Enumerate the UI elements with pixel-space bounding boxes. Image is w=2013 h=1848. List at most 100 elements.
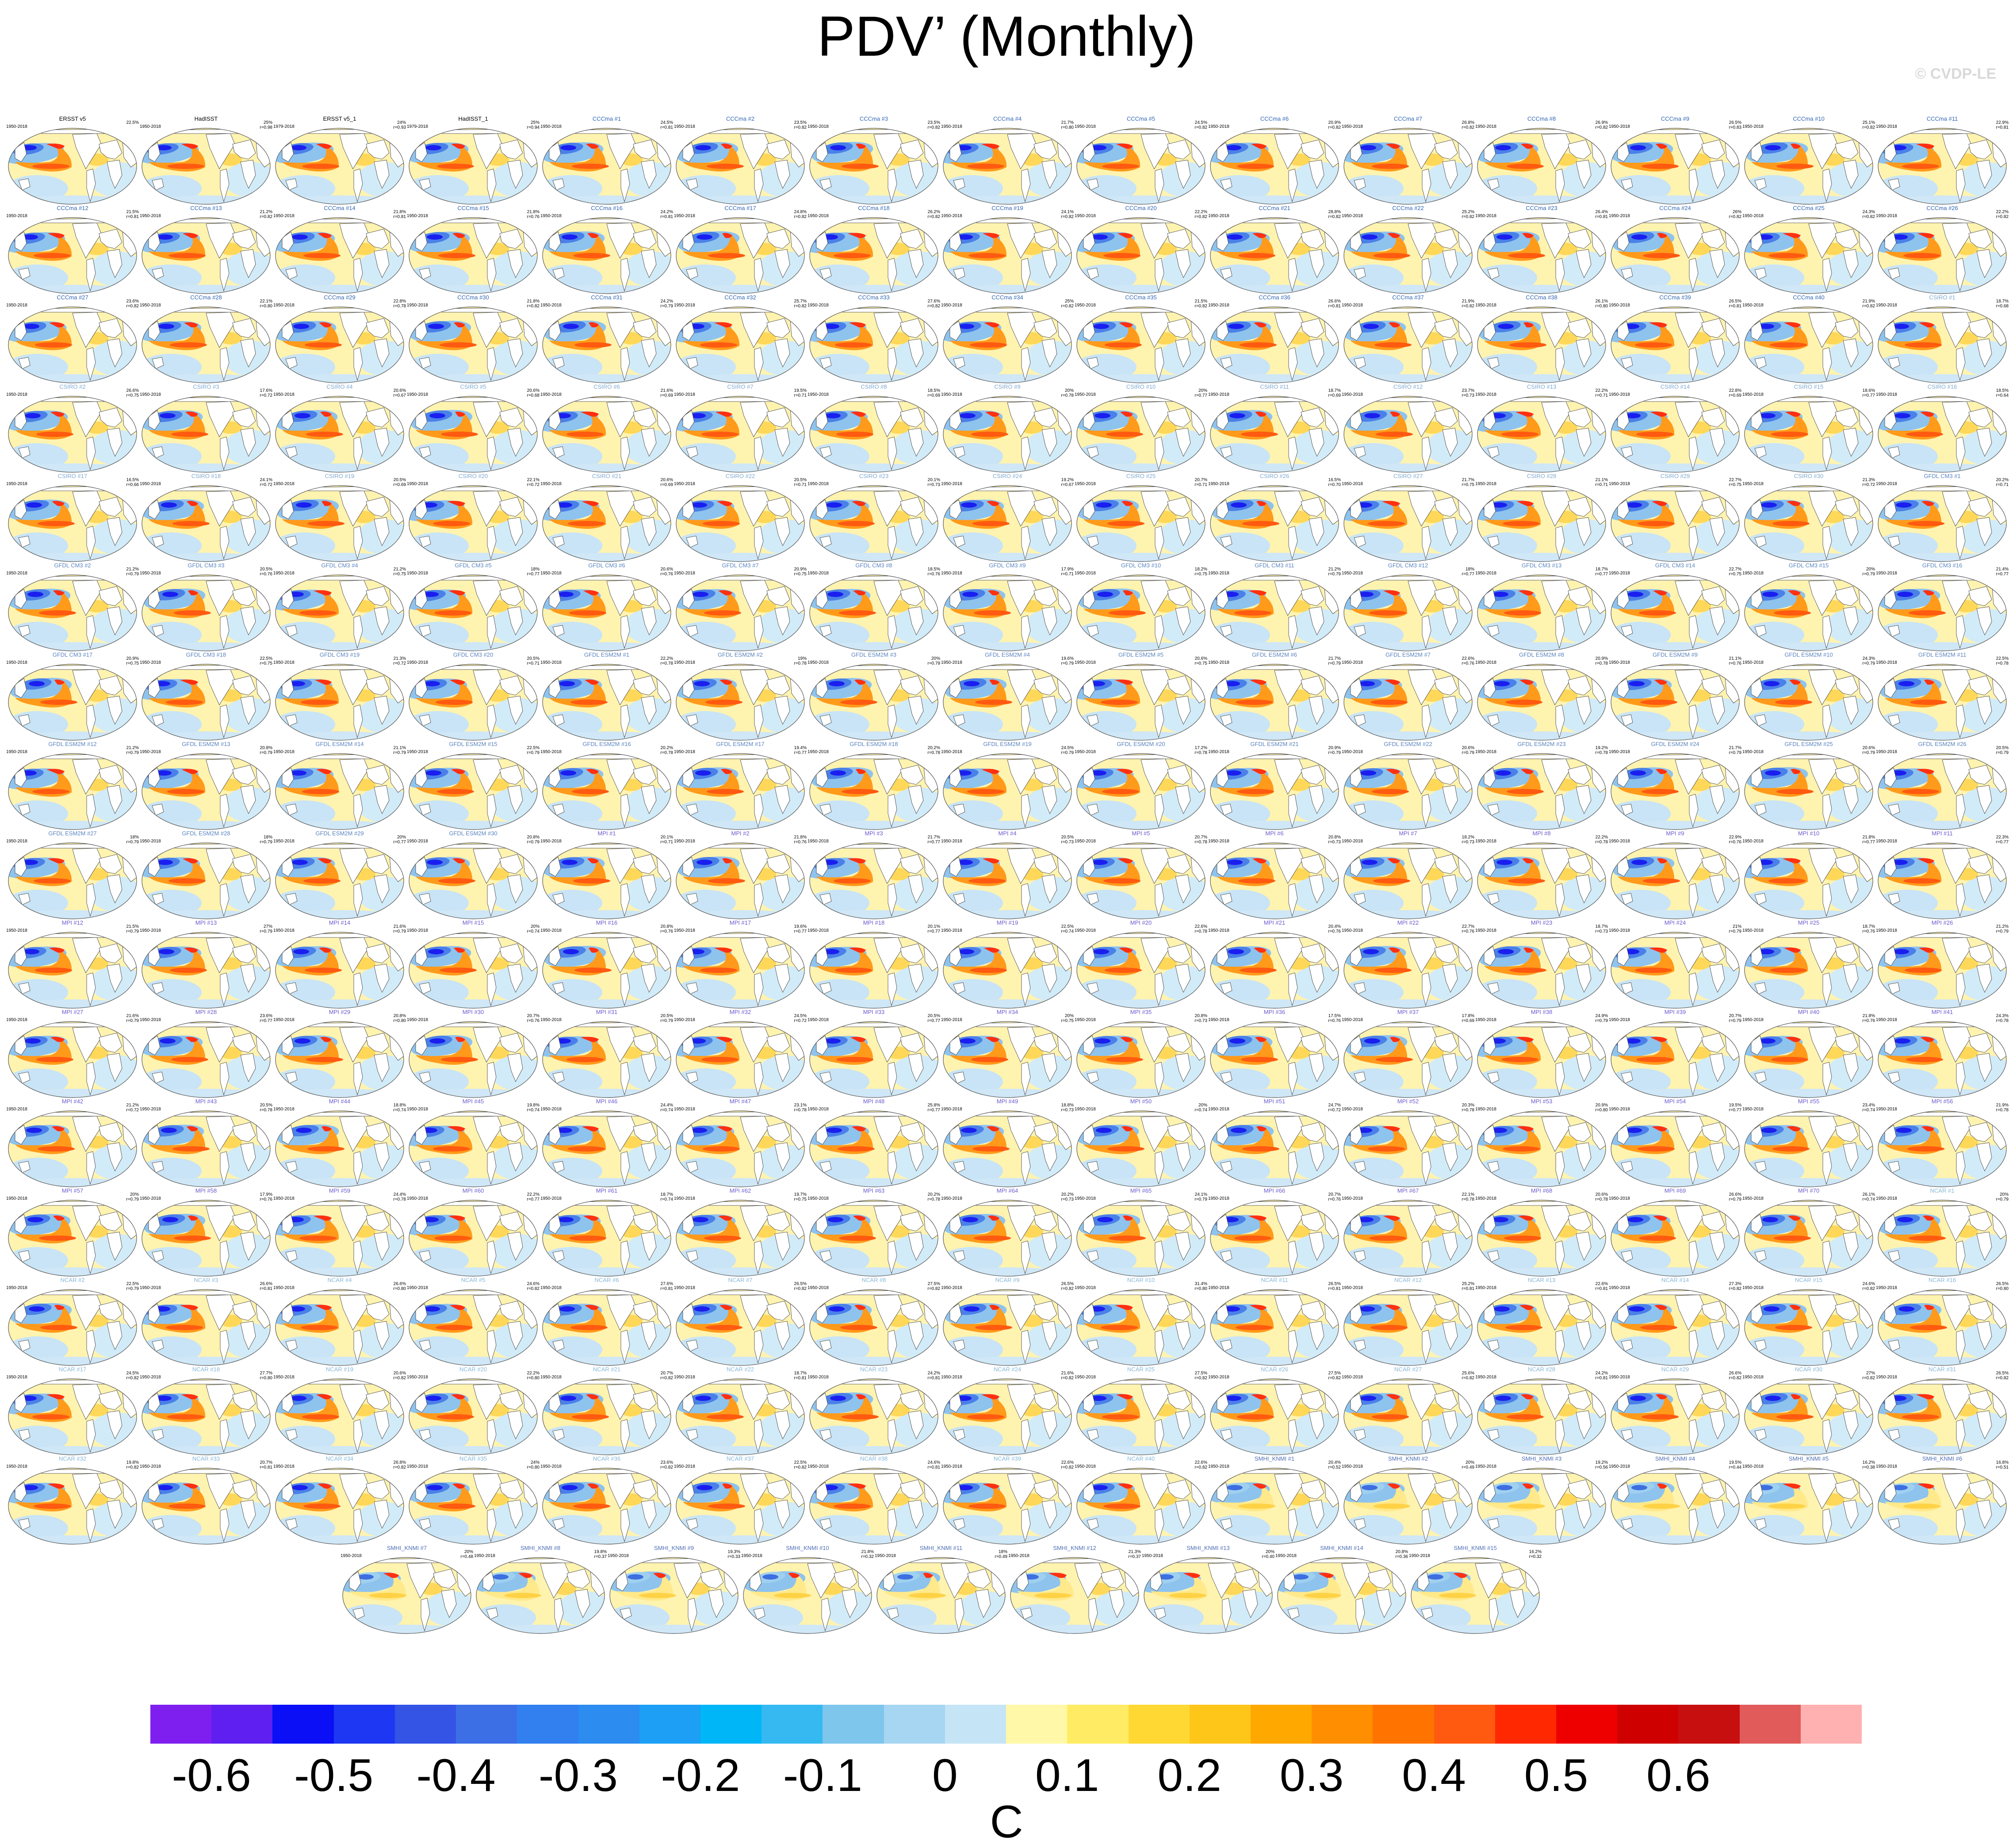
map-panel: NCAR #25 1950-2018 27.5% r=0.82 (1075, 1366, 1207, 1458)
sst-pattern-map (809, 128, 938, 205)
panel-title: CCCma #18 (858, 205, 890, 211)
colorbar-box (150, 1705, 212, 1744)
panel-years: 1950-2018 (807, 660, 829, 665)
sst-pattern-map (1744, 842, 1873, 919)
map-panel: CCCma #35 1950-2018 21.5% r=0.82 (1075, 295, 1207, 386)
panel-pattern-corr: r=0.81 (1328, 1286, 1341, 1291)
panel-pattern-corr: r=0.78 (1595, 750, 1608, 755)
map-panel: CCCma #18 1950-2018 26.2% r=0.82 (807, 205, 940, 296)
map-panel: GFDL CM3 #5 1950-2018 18% r=0.77 (407, 562, 540, 654)
panel-variance-pct: 18.5% (927, 388, 940, 393)
panel-variance-pct: 20.8% (260, 746, 272, 750)
panel-pattern-corr: r=0.82 (927, 1286, 940, 1291)
panel-variance-pct: 22.9% (1996, 120, 2009, 125)
panel-title: CCCma #31 (591, 294, 623, 301)
sst-pattern-map (1477, 842, 1606, 919)
panel-years: 1950-2018 (273, 214, 295, 218)
panel-stats: 20.8% r=0.73 (1328, 835, 1341, 845)
map-panel: CCCma #25 1950-2018 24.3% r=0.82 (1742, 205, 1875, 296)
panel-title: NCAR #38 (860, 1455, 888, 1462)
map-panel: GFDL ESM2M #4 1950-2018 19.6% r=0.79 (941, 652, 1074, 743)
panel-pattern-corr: r=0.79 (527, 750, 540, 755)
panel-stats: 22.2% r=0.82 (1996, 210, 2009, 219)
panel-variance-pct: 19.2% (1061, 478, 1074, 482)
panel-title: GFDL ESM2M #23 (1517, 741, 1566, 747)
panel-title: CCCma #15 (457, 205, 489, 211)
panel-stats: 23.6% r=0.77 (260, 1014, 272, 1023)
panel-years: 1950-2018 (273, 928, 295, 933)
panel-variance-pct: 20% (1465, 1460, 1474, 1465)
panel-years: 1950-2018 (407, 660, 428, 665)
panel-years: 1950-2018 (140, 571, 161, 576)
panel-title: MPI #57 (61, 1187, 84, 1194)
sst-pattern-map (1611, 842, 1740, 919)
map-panel: MPI #64 1950-2018 20.2% r=0.73 (941, 1188, 1074, 1279)
panel-pattern-corr: r=0.79 (126, 840, 139, 845)
panel-title: GFDL CM3 #8 (855, 562, 892, 569)
map-panel: GFDL CM3 #12 1950-2018 18% r=0.77 (1342, 562, 1474, 654)
map-panel: SMHI_KNMI #9 1950-2018 19.3% r=0.33 (608, 1545, 740, 1636)
sst-pattern-map (275, 306, 404, 383)
sst-pattern-map (1477, 1378, 1606, 1455)
panel-variance-pct: 20.4% (1328, 1460, 1341, 1465)
panel-variance-pct: 20.5% (660, 1014, 673, 1018)
panel-years: 1950-2018 (941, 482, 962, 486)
panel-stats: 20% r=0.74 (527, 924, 540, 934)
panel-title: CSIRO #29 (1660, 473, 1690, 479)
panel-pattern-corr: r=0.67 (393, 393, 406, 398)
panel-years: 1950-2018 (1742, 1286, 1764, 1290)
panel-stats: 27% r=0.79 (260, 924, 272, 934)
panel-years: 1950-2018 (1475, 214, 1496, 218)
panel-stats: 20% r=0.75 (1061, 1014, 1074, 1023)
panel-stats: 24.1% r=0.79 (1194, 1192, 1207, 1202)
sst-pattern-map (1744, 306, 1873, 383)
panel-pattern-corr: r=0.69 (660, 482, 673, 487)
panel-years: 1950-2018 (941, 214, 962, 218)
panel-title: CSIRO #23 (859, 473, 889, 479)
panel-stats: 23.4% r=0.74 (1862, 1103, 1875, 1113)
map-panel: NCAR #30 1950-2018 27% r=0.82 (1742, 1366, 1875, 1458)
sst-pattern-map (8, 753, 137, 830)
panel-pattern-corr: r=0.81 (794, 1376, 807, 1381)
sst-pattern-map (809, 306, 938, 383)
sst-pattern-map (1343, 485, 1473, 562)
panel-variance-pct: 21.7% (1061, 120, 1074, 125)
map-panel: CCCma #37 1950-2018 21.9% r=0.82 (1342, 295, 1474, 386)
panel-pattern-corr: r=0.81 (393, 214, 406, 219)
panel-variance-pct: 22.7% (1729, 478, 1741, 482)
map-panel: SMHI_KNMI #14 1950-2018 20.8% r=0.36 (1275, 1545, 1408, 1636)
sst-pattern-map (943, 753, 1072, 830)
panel-pattern-corr: r=0.75 (1729, 572, 1741, 577)
panel-pattern-corr: r=0.82 (1462, 304, 1474, 309)
panel-years: 1950-2018 (1742, 928, 1764, 933)
panel-pattern-corr: r=0.73 (1061, 1197, 1074, 1202)
panel-stats: 20.8% r=0.79 (527, 835, 540, 845)
map-panel: MPI #63 1950-2018 20.2% r=0.78 (807, 1188, 940, 1279)
panel-variance-pct: 24.5% (126, 1371, 139, 1376)
panel-title: NCAR #14 (1661, 1277, 1689, 1283)
panel-years: 1950-2018 (807, 1375, 829, 1380)
panel-pattern-corr: r=0.56 (1595, 1465, 1608, 1470)
map-panel: GFDL ESM2M #9 1950-2018 21.1% r=0.76 (1609, 652, 1741, 743)
panel-stats: 27.3% r=0.82 (1729, 1282, 1741, 1291)
panel-stats: 21.8% r=0.32 (861, 1550, 874, 1559)
panel-title: NCAR #3 (194, 1277, 218, 1283)
panel-variance-pct: 26.5% (1729, 120, 1741, 125)
panel-stats: 19.7% r=0.75 (794, 1192, 807, 1202)
panel-variance-pct: 16.8% (1996, 1460, 2009, 1465)
sst-pattern-map (1477, 1200, 1606, 1277)
panel-pattern-corr: r=0.74 (1061, 929, 1074, 934)
panel-variance-pct: 20.6% (1862, 746, 1875, 750)
panel-title: GFDL CM3 #2 (54, 562, 91, 569)
panel-variance-pct: 26.6% (260, 1282, 272, 1286)
sst-pattern-map (1477, 932, 1606, 1009)
sst-pattern-map (676, 128, 805, 205)
map-panel: GFDL ESM2M #19 1950-2018 24.5% r=0.79 (941, 741, 1074, 832)
panel-title: SMHI_KNMI #12 (1053, 1545, 1096, 1551)
panel-years: 1950-2018 (540, 1464, 562, 1469)
panel-years: 1950-2018 (1075, 392, 1096, 397)
panel-years: 1950-2018 (674, 1464, 695, 1469)
sst-pattern-map (8, 128, 137, 205)
panel-stats: 27.5% r=0.82 (1194, 1371, 1207, 1381)
panel-variance-pct: 27.6% (660, 1282, 673, 1286)
